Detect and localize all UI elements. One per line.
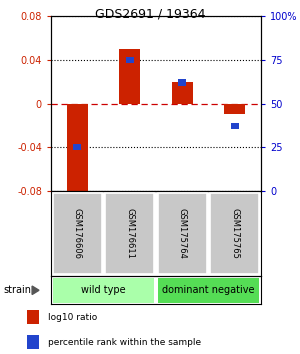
Text: GSM175765: GSM175765	[230, 208, 239, 259]
Text: wild type: wild type	[81, 285, 126, 295]
Bar	[172, 82, 193, 103]
Bar	[231, 123, 239, 130]
Bar	[105, 193, 154, 274]
Text: GDS2691 / 19364: GDS2691 / 19364	[95, 8, 205, 21]
Bar	[52, 278, 154, 303]
Text: strain: strain	[3, 285, 31, 295]
Bar	[158, 193, 207, 274]
Bar	[52, 193, 102, 274]
Bar	[27, 310, 39, 324]
Text: percentile rank within the sample: percentile rank within the sample	[47, 338, 201, 347]
Text: log10 ratio: log10 ratio	[47, 313, 97, 322]
Bar	[224, 103, 245, 114]
Bar	[67, 103, 88, 196]
Text: GSM175764: GSM175764	[178, 208, 187, 259]
Bar	[178, 79, 186, 86]
Bar	[158, 278, 260, 303]
Bar	[27, 335, 39, 349]
Text: GSM176611: GSM176611	[125, 208, 134, 259]
Bar	[119, 49, 140, 103]
Bar	[73, 144, 81, 150]
Bar	[210, 193, 260, 274]
Text: dominant negative: dominant negative	[162, 285, 255, 295]
Text: GSM176606: GSM176606	[73, 208, 82, 259]
Bar	[126, 57, 134, 63]
